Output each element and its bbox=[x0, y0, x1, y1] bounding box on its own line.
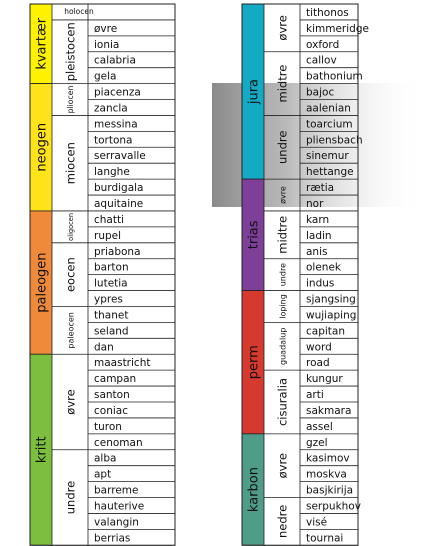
epoch-label: øvre bbox=[64, 389, 78, 414]
stage-label: serravalle bbox=[94, 150, 146, 162]
epoch-label: nedre bbox=[276, 505, 290, 538]
stage-label: sakmara bbox=[306, 405, 351, 417]
stage-label: turon bbox=[94, 421, 122, 433]
epoch-label: øvre bbox=[276, 15, 290, 40]
stage-label: priabona bbox=[94, 246, 141, 258]
stage-label: apt bbox=[94, 469, 111, 481]
stage-label: gzel bbox=[306, 437, 328, 449]
stage-label: serpukhov bbox=[306, 500, 361, 512]
stage-label: ladin bbox=[306, 230, 332, 242]
epoch-label: øvre bbox=[279, 186, 288, 204]
epoch-label: midtre bbox=[276, 216, 290, 254]
stage-label: aalenian bbox=[306, 102, 351, 114]
stage-label: hauterive bbox=[94, 500, 144, 512]
stage-label: anis bbox=[306, 246, 327, 258]
epoch-label: cisuralia bbox=[276, 378, 290, 426]
stage-label: thanet bbox=[94, 309, 128, 321]
stage-label: capitan bbox=[306, 325, 345, 337]
stage-label: tithonos bbox=[306, 7, 349, 19]
stage-label: pliensbach bbox=[306, 134, 363, 146]
stage-label: alba bbox=[94, 453, 116, 465]
stage-label: santon bbox=[94, 389, 130, 401]
stage-label: zancla bbox=[94, 102, 128, 114]
stage-label: tortona bbox=[94, 134, 133, 146]
stage-label: nor bbox=[306, 198, 324, 210]
epoch-label: pleistocen bbox=[64, 22, 78, 81]
stage-label: maastricht bbox=[94, 357, 150, 369]
epoch-label: undre bbox=[276, 131, 290, 164]
period-label: kritt bbox=[35, 436, 50, 463]
stage-label: visé bbox=[306, 516, 327, 528]
epoch-label: undre bbox=[64, 481, 78, 514]
stage-label: wujiaping bbox=[306, 309, 356, 321]
stage-label: cenoman bbox=[94, 437, 143, 449]
table-border bbox=[29, 3, 176, 546]
epoch-label: pliocen bbox=[66, 86, 75, 114]
stage-label: sjangsing bbox=[306, 294, 356, 306]
epoch-label: oligocen bbox=[67, 213, 75, 241]
period-label: kvartær bbox=[35, 17, 50, 69]
epoch-label: paleocen bbox=[67, 312, 76, 348]
epoch-label: miocen bbox=[64, 142, 78, 184]
stage-label: aquitaine bbox=[94, 198, 143, 210]
stage-label: olenek bbox=[306, 262, 342, 274]
stage-label: kungur bbox=[306, 373, 343, 385]
stage-label: kasimov bbox=[306, 453, 350, 465]
stage-label: barton bbox=[94, 262, 129, 274]
stage-label: toarcium bbox=[306, 118, 353, 130]
stage-label: bajoc bbox=[306, 87, 334, 99]
stage-label: oxford bbox=[306, 39, 339, 51]
period-label: jura bbox=[247, 79, 262, 105]
period-label: karbon bbox=[247, 467, 262, 512]
stage-label: langhe bbox=[94, 166, 130, 178]
stage-label: kimmeridge bbox=[306, 23, 369, 35]
stage-label: calabria bbox=[94, 55, 136, 67]
stage-label: burdigala bbox=[94, 182, 144, 194]
stage-label: coniac bbox=[94, 405, 128, 417]
epoch-label: holocen bbox=[64, 7, 94, 16]
period-label: trias bbox=[247, 220, 262, 249]
stage-label: assel bbox=[306, 421, 333, 433]
stage-label: berrias bbox=[94, 532, 130, 544]
stage-label: road bbox=[306, 357, 330, 369]
stage-label: tournai bbox=[306, 532, 343, 544]
epoch-label: loping bbox=[279, 294, 288, 319]
stage-label: arti bbox=[306, 389, 324, 401]
stage-label: karn bbox=[306, 214, 329, 226]
stage-label: bathonium bbox=[306, 71, 363, 83]
stage-label: øvre bbox=[94, 23, 117, 35]
stage-label: ypres bbox=[94, 294, 123, 306]
stage-label: moskva bbox=[306, 469, 347, 481]
stage-label: chatti bbox=[94, 214, 124, 226]
stage-label: valangin bbox=[94, 516, 139, 528]
stage-label: seland bbox=[94, 325, 129, 337]
stage-label: gela bbox=[94, 71, 116, 83]
stage-label: lutetia bbox=[94, 278, 128, 290]
epoch-label: midtre bbox=[276, 65, 290, 103]
stage-label: sinemur bbox=[306, 150, 349, 162]
stage-label: basjkirija bbox=[306, 485, 353, 497]
stage-label: piacenza bbox=[94, 87, 141, 99]
period-label: perm bbox=[247, 345, 262, 379]
period-label: paleogen bbox=[35, 252, 50, 312]
stage-label: barreme bbox=[94, 485, 138, 497]
stage-label: hettange bbox=[306, 166, 354, 178]
stage-label: word bbox=[306, 341, 332, 353]
period-label: neogen bbox=[35, 123, 50, 172]
stage-label: callov bbox=[306, 55, 337, 67]
stage-label: dan bbox=[94, 341, 114, 353]
epoch-label: eocen bbox=[64, 257, 78, 292]
stage-label: ionia bbox=[94, 39, 119, 51]
epoch-label: undre bbox=[279, 263, 288, 286]
stage-label: messina bbox=[94, 118, 138, 130]
epoch-label: øvre bbox=[276, 453, 290, 478]
epoch-label: guadalup bbox=[279, 328, 288, 365]
stage-label: rætia bbox=[306, 182, 334, 194]
stage-label: indus bbox=[306, 278, 334, 290]
stage-label: campan bbox=[94, 373, 136, 385]
stage-label: rupel bbox=[94, 230, 121, 242]
